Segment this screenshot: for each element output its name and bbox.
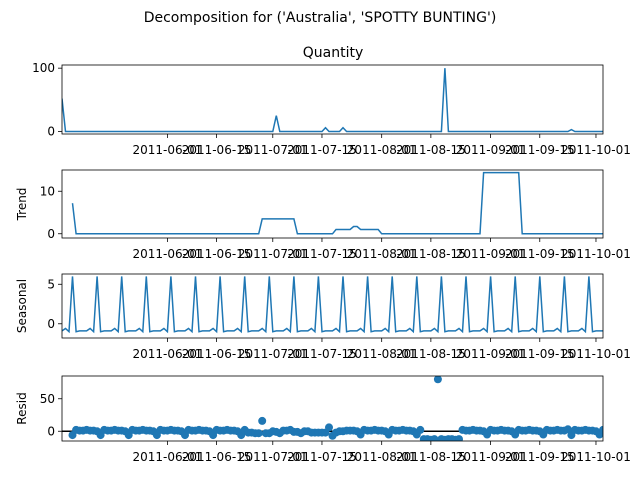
resid-point: [455, 435, 463, 443]
x-tick-label: 2011-10-01: [561, 143, 631, 157]
observed-panel: 01002011-06-012011-06-152011-07-012011-0…: [32, 61, 640, 157]
seasonal-series: [62, 276, 603, 331]
resid-series: [69, 375, 640, 443]
resid-point: [631, 427, 639, 435]
resid-point: [606, 427, 614, 435]
resid-point: [624, 431, 632, 439]
resid-point: [613, 427, 621, 435]
resid-point: [620, 427, 628, 435]
seasonal-panel: 05Seasonal2011-06-012011-06-152011-07-01…: [15, 274, 631, 361]
trend-line: [73, 173, 640, 234]
resid-point: [258, 417, 266, 425]
resid-point: [634, 427, 640, 435]
resid-point: [416, 426, 424, 434]
observed-axes-frame: [62, 65, 603, 134]
seasonal-ylabel: Seasonal: [15, 279, 29, 333]
resid-point: [603, 427, 611, 435]
observed-panel-title: Quantity: [303, 45, 364, 61]
observed-line: [62, 68, 640, 131]
y-tick-label: 100: [32, 61, 55, 75]
resid-ylabel: Resid: [15, 392, 29, 424]
resid-point: [610, 426, 618, 434]
y-tick-label: 0: [47, 124, 55, 138]
seasonal-line: [62, 276, 603, 331]
y-tick-label: 0: [47, 424, 55, 438]
y-tick-label: 0: [47, 317, 55, 331]
x-tick-label: 2011-10-01: [561, 450, 631, 464]
y-tick-label: 50: [40, 392, 55, 406]
trend-ylabel: Trend: [15, 188, 29, 222]
resid-point: [325, 423, 333, 431]
y-tick-label: 5: [47, 277, 55, 291]
resid-panel: 050Resid2011-06-012011-06-152011-07-0120…: [15, 375, 640, 464]
x-tick-label: 2011-10-01: [561, 247, 631, 261]
resid-point: [255, 429, 263, 437]
resid-point: [430, 435, 438, 443]
resid-point: [617, 427, 625, 435]
trend-panel: 010Trend2011-06-012011-06-152011-07-0120…: [15, 170, 640, 261]
x-tick-label: 2011-10-01: [561, 347, 631, 361]
observed-series: [62, 68, 640, 131]
y-tick-label: 0: [47, 227, 55, 241]
resid-point: [627, 426, 635, 434]
y-tick-label: 10: [40, 184, 55, 198]
resid-point: [434, 375, 442, 383]
trend-series: [73, 173, 640, 234]
figure-title: Decomposition for ('Australia', 'SPOTTY …: [144, 10, 497, 26]
